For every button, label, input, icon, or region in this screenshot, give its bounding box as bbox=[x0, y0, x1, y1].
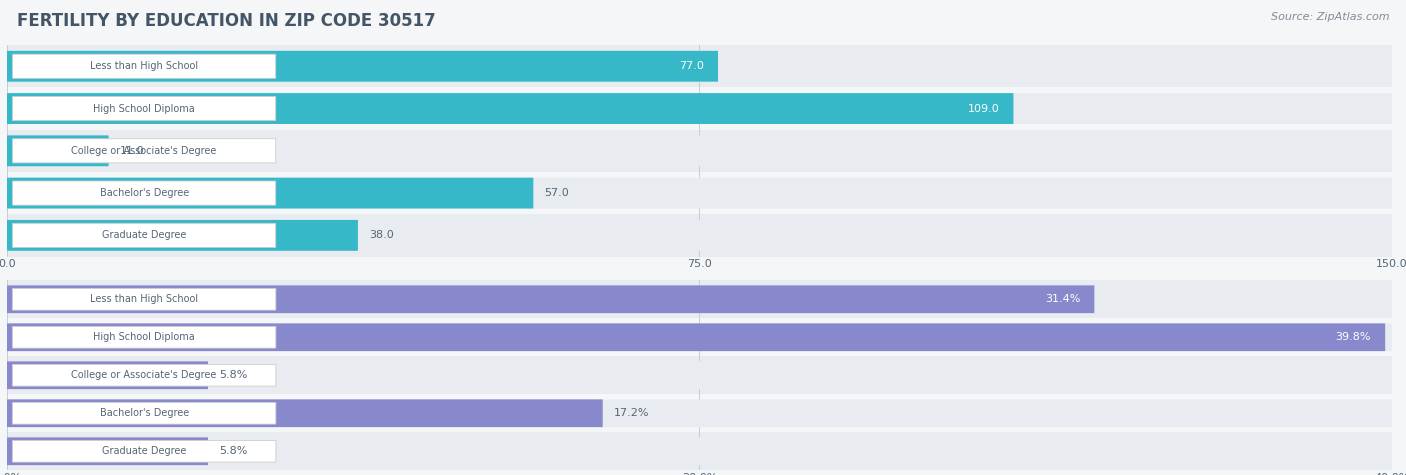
FancyBboxPatch shape bbox=[7, 93, 1392, 124]
Text: Graduate Degree: Graduate Degree bbox=[103, 446, 187, 456]
Bar bbox=[7, 45, 1392, 87]
Text: 39.8%: 39.8% bbox=[1336, 332, 1371, 342]
FancyBboxPatch shape bbox=[7, 361, 208, 389]
FancyBboxPatch shape bbox=[7, 51, 1392, 82]
Bar bbox=[7, 356, 1392, 394]
FancyBboxPatch shape bbox=[13, 288, 276, 310]
FancyBboxPatch shape bbox=[13, 223, 276, 247]
FancyBboxPatch shape bbox=[7, 437, 1392, 465]
FancyBboxPatch shape bbox=[7, 399, 603, 427]
FancyBboxPatch shape bbox=[13, 139, 276, 163]
Text: 38.0: 38.0 bbox=[368, 230, 394, 240]
FancyBboxPatch shape bbox=[7, 135, 108, 166]
Text: Bachelor's Degree: Bachelor's Degree bbox=[100, 408, 188, 418]
Text: Less than High School: Less than High School bbox=[90, 294, 198, 304]
Text: 77.0: 77.0 bbox=[679, 61, 704, 71]
Text: College or Associate's Degree: College or Associate's Degree bbox=[72, 370, 217, 380]
Text: Graduate Degree: Graduate Degree bbox=[103, 230, 187, 240]
Bar bbox=[7, 214, 1392, 256]
FancyBboxPatch shape bbox=[13, 364, 276, 386]
FancyBboxPatch shape bbox=[13, 96, 276, 121]
Text: 17.2%: 17.2% bbox=[613, 408, 650, 418]
FancyBboxPatch shape bbox=[7, 361, 1392, 389]
Text: High School Diploma: High School Diploma bbox=[93, 332, 195, 342]
Text: 5.8%: 5.8% bbox=[219, 446, 247, 456]
FancyBboxPatch shape bbox=[13, 440, 276, 462]
Text: Source: ZipAtlas.com: Source: ZipAtlas.com bbox=[1271, 12, 1389, 22]
FancyBboxPatch shape bbox=[7, 220, 1392, 251]
FancyBboxPatch shape bbox=[7, 178, 1392, 209]
Bar bbox=[7, 432, 1392, 470]
Bar bbox=[7, 87, 1392, 130]
FancyBboxPatch shape bbox=[7, 285, 1094, 313]
Text: 11.0: 11.0 bbox=[120, 146, 145, 156]
FancyBboxPatch shape bbox=[7, 135, 1392, 166]
FancyBboxPatch shape bbox=[7, 437, 208, 465]
FancyBboxPatch shape bbox=[7, 323, 1392, 351]
FancyBboxPatch shape bbox=[13, 181, 276, 205]
FancyBboxPatch shape bbox=[7, 285, 1392, 313]
FancyBboxPatch shape bbox=[7, 178, 533, 209]
FancyBboxPatch shape bbox=[7, 323, 1385, 351]
Text: FERTILITY BY EDUCATION IN ZIP CODE 30517: FERTILITY BY EDUCATION IN ZIP CODE 30517 bbox=[17, 12, 436, 30]
Bar bbox=[7, 280, 1392, 318]
Bar bbox=[7, 172, 1392, 214]
Text: 57.0: 57.0 bbox=[544, 188, 569, 198]
Text: Less than High School: Less than High School bbox=[90, 61, 198, 71]
Text: 109.0: 109.0 bbox=[967, 104, 1000, 114]
Text: 31.4%: 31.4% bbox=[1045, 294, 1080, 304]
Text: 5.8%: 5.8% bbox=[219, 370, 247, 380]
FancyBboxPatch shape bbox=[13, 326, 276, 348]
FancyBboxPatch shape bbox=[7, 93, 1014, 124]
Bar bbox=[7, 130, 1392, 172]
Text: Bachelor's Degree: Bachelor's Degree bbox=[100, 188, 188, 198]
FancyBboxPatch shape bbox=[13, 54, 276, 78]
Bar bbox=[7, 394, 1392, 432]
Bar bbox=[7, 318, 1392, 356]
FancyBboxPatch shape bbox=[7, 399, 1392, 427]
FancyBboxPatch shape bbox=[7, 51, 718, 82]
Text: High School Diploma: High School Diploma bbox=[93, 104, 195, 114]
FancyBboxPatch shape bbox=[7, 220, 359, 251]
Text: College or Associate's Degree: College or Associate's Degree bbox=[72, 146, 217, 156]
FancyBboxPatch shape bbox=[13, 402, 276, 424]
